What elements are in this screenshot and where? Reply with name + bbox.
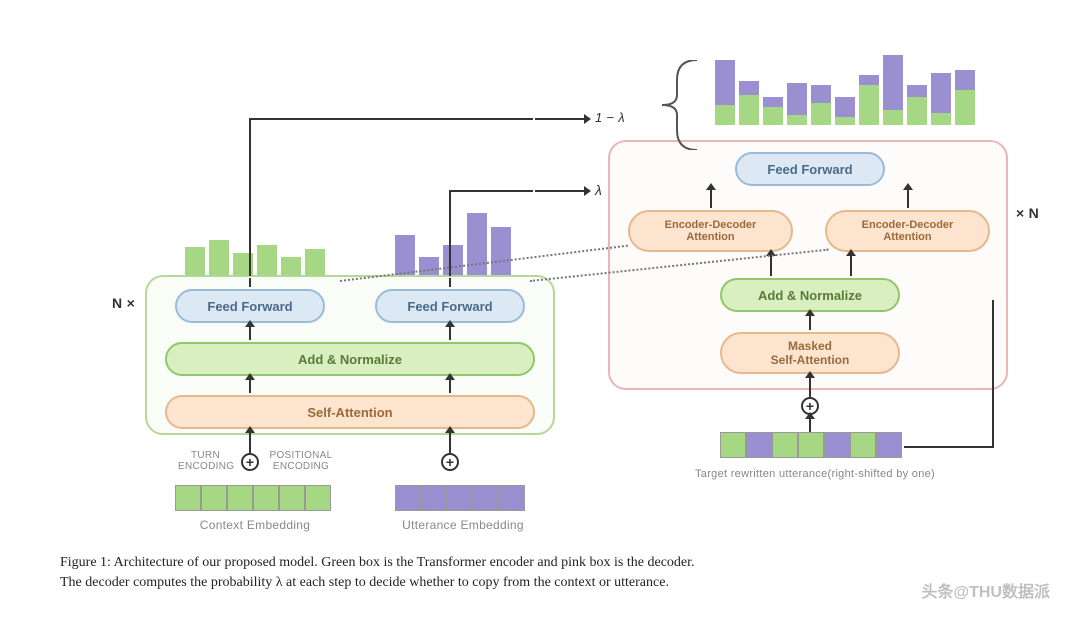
connector bbox=[449, 278, 451, 287]
decoder-encdec-2: Encoder-Decoder Attention bbox=[825, 210, 990, 252]
connector bbox=[449, 190, 451, 276]
arrow bbox=[992, 300, 994, 448]
plus-icon: + bbox=[441, 453, 459, 471]
arrow bbox=[710, 189, 712, 208]
arrow bbox=[809, 418, 811, 432]
context-embedding-label: Context Embedding bbox=[190, 518, 320, 532]
decoder-encdec-1: Encoder-Decoder Attention bbox=[628, 210, 793, 252]
watermark: 头条@THU数据派 bbox=[922, 578, 1051, 602]
connector bbox=[249, 278, 251, 287]
one-minus-lambda: 1 − λ bbox=[595, 110, 625, 125]
arrow bbox=[770, 255, 772, 276]
encoder-n-label: N × bbox=[112, 295, 135, 311]
caption-line-1: Figure 1: Architecture of our proposed m… bbox=[60, 555, 695, 571]
brace-icon bbox=[657, 60, 697, 150]
encoder-feedforward-1: Feed Forward bbox=[175, 289, 325, 323]
green-bars bbox=[185, 210, 325, 275]
arrow bbox=[850, 255, 852, 276]
encoder-addnorm: Add & Normalize bbox=[165, 342, 535, 376]
turn-encoding-label: TURN ENCODING bbox=[178, 450, 233, 472]
connector bbox=[249, 118, 533, 120]
encoder-feedforward-2: Feed Forward bbox=[375, 289, 525, 323]
connector bbox=[249, 118, 251, 276]
lambda: λ bbox=[595, 182, 602, 198]
decoder-addnorm: Add & Normalize bbox=[720, 278, 900, 312]
arrow bbox=[449, 326, 451, 340]
arrow bbox=[535, 118, 585, 120]
arrow bbox=[904, 446, 994, 448]
arrow bbox=[907, 189, 909, 208]
plus-icon: + bbox=[241, 453, 259, 471]
utterance-embedding-row bbox=[395, 485, 525, 511]
stacked-bars bbox=[715, 40, 975, 125]
caption-line-2: The decoder computes the probability λ a… bbox=[60, 575, 669, 591]
arrow bbox=[449, 379, 451, 393]
decoder-feedforward: Feed Forward bbox=[735, 152, 885, 186]
decoder-masked-selfattn: Masked Self-Attention bbox=[720, 332, 900, 374]
arrow bbox=[249, 379, 251, 393]
arrow bbox=[809, 377, 811, 399]
arrow bbox=[535, 190, 585, 192]
utterance-embedding-label: Utterance Embedding bbox=[398, 518, 528, 532]
target-embedding-row bbox=[720, 432, 902, 458]
arrow bbox=[249, 326, 251, 340]
encoder-selfattn: Self-Attention bbox=[165, 395, 535, 429]
decoder-n-label: × N bbox=[1016, 205, 1039, 221]
connector bbox=[449, 190, 533, 192]
arrow bbox=[809, 315, 811, 330]
context-embedding-row bbox=[175, 485, 331, 511]
target-label: Target rewritten utterance(right-shifted… bbox=[665, 468, 965, 480]
positional-encoding-label: POSITIONAL ENCODING bbox=[266, 450, 336, 472]
